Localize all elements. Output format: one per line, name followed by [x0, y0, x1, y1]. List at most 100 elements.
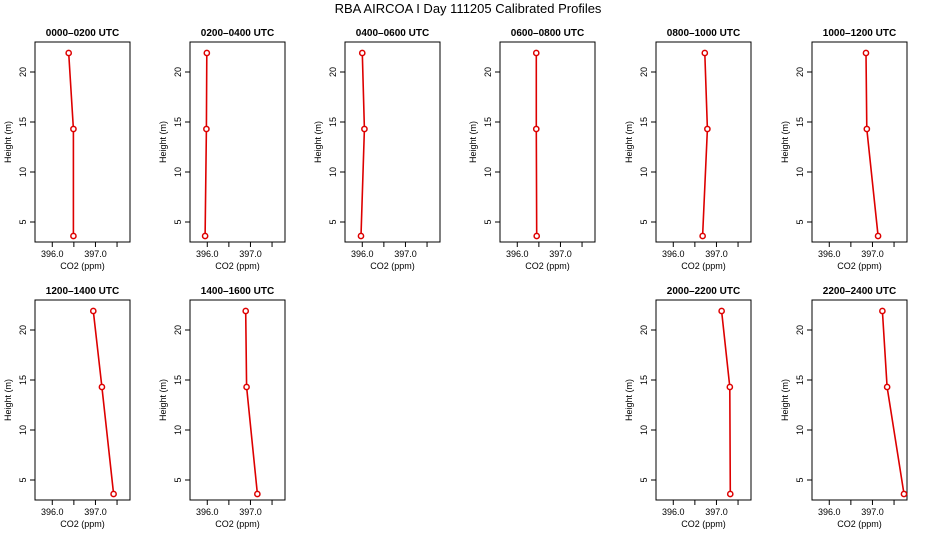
plot-frame	[811, 41, 908, 243]
profile-panel: 1400–1600 UTC 396.0 397.0 5 10 15 20 CO2 (ppm) H…	[158, 286, 286, 529]
figure-title: RBA AIRCOA I Day 111205 Calibrated Profi…	[335, 1, 602, 16]
panel-title: 1400–1600 UTC	[201, 286, 274, 297]
y-tick-label: 5	[639, 477, 649, 482]
y-axis-label: Height (m)	[3, 379, 13, 421]
data-point	[900, 490, 908, 498]
profile-panel: 1200–1400 UTC 396.0 397.0 5 10 15 20 CO2 (ppm) H…	[3, 286, 131, 529]
y-tick-label: 5	[18, 477, 28, 482]
y-tick-label: 10	[173, 425, 183, 435]
profile-line	[67, 52, 75, 236]
x-tick-label: 397.0	[549, 249, 572, 259]
data-point	[203, 49, 211, 57]
data-point	[98, 383, 106, 391]
data-point	[358, 49, 366, 57]
profile-panel: 0800–1000 UTC 396.0 397.0 5 10 15 20 CO2 (ppm) H…	[624, 28, 752, 271]
plot-frame	[34, 299, 131, 501]
data-point	[201, 232, 209, 240]
data-point	[532, 125, 540, 133]
x-axis-label: CO2 (ppm)	[215, 519, 260, 529]
profile-line	[701, 52, 709, 237]
y-tick-label: 15	[795, 375, 805, 385]
profile-panel: 2000–2200 UTC 396.0 397.0 5 10 15 20 CO2 (ppm) H…	[624, 286, 752, 529]
panel-title: 0800–1000 UTC	[667, 28, 740, 39]
panel-title: 0000–0200 UTC	[46, 28, 119, 39]
y-tick-label: 15	[18, 117, 28, 127]
y-tick-label: 15	[18, 375, 28, 385]
y-tick-label: 5	[795, 219, 805, 224]
y-tick-label: 5	[483, 219, 493, 224]
y-tick-label: 10	[18, 167, 28, 177]
y-tick-label: 20	[639, 325, 649, 335]
plot-frame	[189, 41, 286, 243]
data-point	[863, 125, 871, 133]
data-point	[726, 383, 734, 391]
profile-line	[360, 52, 366, 237]
x-tick-label: 397.0	[239, 249, 262, 259]
y-tick-label: 10	[795, 425, 805, 435]
data-point	[70, 125, 77, 133]
y-tick-label: 5	[639, 219, 649, 224]
data-point	[533, 232, 541, 240]
y-tick-label: 10	[328, 167, 338, 177]
y-axis-label: Height (m)	[158, 379, 168, 421]
x-tick-label: 397.0	[705, 507, 728, 517]
plot-frame	[655, 299, 752, 501]
x-tick-label: 396.0	[41, 507, 64, 517]
data-point	[242, 307, 250, 315]
plot-frame	[811, 299, 908, 501]
data-point	[70, 232, 77, 240]
plot-frame	[344, 41, 441, 243]
y-tick-label: 5	[173, 477, 183, 482]
x-axis-label: CO2 (ppm)	[837, 519, 882, 529]
data-point	[726, 490, 734, 498]
data-point	[532, 49, 540, 57]
profile-line	[720, 310, 732, 495]
y-tick-label: 15	[173, 375, 183, 385]
panel-title: 2200–2400 UTC	[823, 286, 896, 297]
x-tick-label: 397.0	[861, 507, 884, 517]
x-tick-label: 396.0	[196, 249, 219, 259]
data-point	[89, 307, 97, 315]
y-axis-label: Height (m)	[624, 379, 634, 421]
y-tick-label: 10	[483, 167, 493, 177]
data-point	[65, 49, 73, 57]
data-point	[110, 490, 117, 498]
x-axis-label: CO2 (ppm)	[215, 261, 260, 271]
x-tick-label: 397.0	[861, 249, 884, 259]
data-point	[883, 383, 891, 391]
y-tick-label: 20	[173, 67, 183, 77]
y-tick-label: 15	[639, 375, 649, 385]
profile-line	[865, 52, 879, 237]
data-point	[699, 232, 706, 240]
y-tick-label: 10	[173, 167, 183, 177]
plot-frame	[34, 41, 131, 243]
y-axis-label: Height (m)	[780, 379, 790, 421]
y-tick-label: 10	[795, 167, 805, 177]
x-tick-label: 396.0	[818, 249, 841, 259]
profile-panel: 2200–2400 UTC 396.0 397.0 5 10 15 20 CO2 (ppm) H…	[780, 286, 908, 529]
data-point	[243, 383, 250, 391]
panels-layer: 0000–0200 UTC 396.0 397.0 5 10 15 20 CO2 (ppm) H…	[3, 28, 908, 529]
y-tick-label: 15	[639, 117, 649, 127]
profile-panel: 0600–0800 UTC 396.0 397.0 5 10 15 20 CO2 (ppm) H…	[468, 28, 596, 271]
x-axis-label: CO2 (ppm)	[60, 261, 105, 271]
x-axis-label: CO2 (ppm)	[681, 519, 726, 529]
profile-panel: 0000–0200 UTC 396.0 397.0 5 10 15 20 CO2 (ppm) H…	[3, 28, 131, 271]
profile-line	[92, 310, 115, 495]
y-tick-label: 10	[18, 425, 28, 435]
y-tick-label: 15	[483, 117, 493, 127]
profile-panel: 0400–0600 UTC 396.0 397.0 5 10 15 20 CO2 (ppm) H…	[313, 28, 441, 271]
y-axis-label: Height (m)	[313, 121, 323, 163]
x-tick-label: 396.0	[818, 507, 841, 517]
y-tick-label: 20	[795, 325, 805, 335]
y-tick-label: 5	[795, 477, 805, 482]
x-tick-label: 396.0	[41, 249, 64, 259]
plot-frame	[499, 41, 596, 243]
panel-title: 1000–1200 UTC	[823, 28, 896, 39]
x-axis-label: CO2 (ppm)	[837, 261, 882, 271]
y-tick-label: 20	[483, 67, 493, 77]
x-tick-label: 396.0	[351, 249, 374, 259]
y-tick-label: 15	[328, 117, 338, 127]
x-tick-label: 397.0	[239, 507, 262, 517]
y-tick-label: 20	[795, 67, 805, 77]
